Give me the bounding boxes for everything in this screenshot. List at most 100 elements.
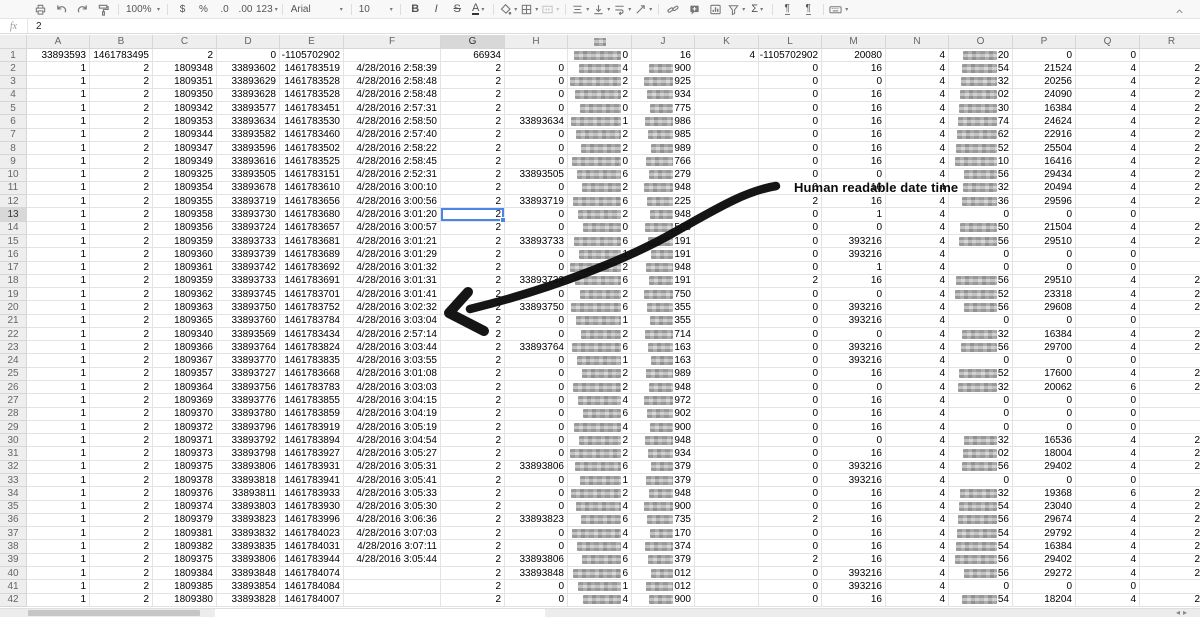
cell-P40[interactable]: 29272: [1013, 566, 1076, 581]
cell-R12[interactable]: 2: [1140, 195, 1200, 209]
cell-Q25[interactable]: 4: [1076, 367, 1140, 382]
cell-M41[interactable]: 393216: [822, 580, 886, 594]
cell-K18[interactable]: [695, 274, 759, 289]
cell-O4[interactable]: 02: [949, 88, 1013, 103]
scroll-right-icon[interactable]: ▸: [1182, 608, 1190, 617]
cell-K23[interactable]: [695, 341, 759, 355]
cell-K5[interactable]: [695, 102, 759, 116]
cell-O15[interactable]: 56: [949, 234, 1013, 249]
cell-B9[interactable]: 2: [90, 155, 153, 169]
cell-H31[interactable]: 0: [505, 447, 568, 461]
cell-J40[interactable]: 012: [632, 566, 695, 581]
cell-R10[interactable]: 2: [1140, 168, 1200, 182]
cell-I37[interactable]: 4: [568, 527, 632, 541]
cell-O29[interactable]: 0: [949, 420, 1013, 435]
cell-G14[interactable]: 2: [441, 221, 505, 235]
cell-C21[interactable]: 1809365: [153, 314, 217, 328]
cell-M14[interactable]: 0: [822, 221, 886, 235]
cell-O9[interactable]: 10: [949, 155, 1013, 169]
cell-N26[interactable]: 4: [886, 381, 949, 395]
cell-P34[interactable]: 19368: [1013, 487, 1076, 501]
cell-H10[interactable]: 33893505: [505, 168, 568, 182]
cell-R40[interactable]: 2: [1140, 566, 1200, 581]
cell-H34[interactable]: 0: [505, 487, 568, 501]
cell-Q2[interactable]: 4: [1076, 62, 1140, 76]
cell-C20[interactable]: 1809363: [153, 301, 217, 315]
cell-I30[interactable]: 2: [568, 434, 632, 448]
cell-K20[interactable]: [695, 301, 759, 315]
cell-E10[interactable]: 1461783151: [280, 168, 344, 182]
cell-M7[interactable]: 16: [822, 128, 886, 142]
cell-K26[interactable]: [695, 381, 759, 395]
cell-H19[interactable]: 0: [505, 288, 568, 302]
cell-N7[interactable]: 4: [886, 128, 949, 142]
cell-Q41[interactable]: 0: [1076, 580, 1140, 594]
cell-J7[interactable]: 985: [632, 128, 695, 142]
cell-E27[interactable]: 1461783855: [280, 394, 344, 408]
cell-A21[interactable]: 1: [27, 314, 90, 328]
cell-E13[interactable]: 1461783680: [280, 208, 344, 222]
cell-Q29[interactable]: 0: [1076, 420, 1140, 435]
cell-E24[interactable]: 1461783835: [280, 354, 344, 368]
cell-G1[interactable]: 66934: [441, 49, 505, 63]
cell-K16[interactable]: [695, 248, 759, 262]
cell-Q16[interactable]: 0: [1076, 248, 1140, 262]
cell-L42[interactable]: 0: [759, 593, 822, 607]
cell-R20[interactable]: 2: [1140, 301, 1200, 315]
cell-K42[interactable]: [695, 593, 759, 607]
cell-F1[interactable]: [344, 49, 441, 63]
cell-B16[interactable]: 2: [90, 248, 153, 262]
cell-R11[interactable]: 2: [1140, 181, 1200, 196]
cell-D21[interactable]: 33893760: [217, 314, 280, 328]
cell-N23[interactable]: 4: [886, 341, 949, 355]
cell-R23[interactable]: 2: [1140, 341, 1200, 355]
cell-M36[interactable]: 16: [822, 513, 886, 528]
column-header-P[interactable]: P: [1013, 35, 1076, 49]
italic-button[interactable]: I: [426, 1, 447, 17]
cell-J42[interactable]: 900: [632, 593, 695, 607]
cell-D14[interactable]: 33893724: [217, 221, 280, 235]
cell-Q40[interactable]: 4: [1076, 566, 1140, 581]
select-all-corner[interactable]: [0, 35, 27, 49]
cell-N16[interactable]: 4: [886, 248, 949, 262]
cell-Q20[interactable]: 4: [1076, 301, 1140, 315]
cell-I34[interactable]: 2: [568, 487, 632, 501]
cell-H39[interactable]: 33893806: [505, 553, 568, 567]
cell-R19[interactable]: 2: [1140, 288, 1200, 302]
cell-K37[interactable]: [695, 527, 759, 541]
cell-F20[interactable]: 4/28/2016 3:02:32: [344, 301, 441, 315]
cell-A18[interactable]: 1: [27, 274, 90, 289]
cell-R39[interactable]: 2: [1140, 553, 1200, 567]
cell-B42[interactable]: 2: [90, 593, 153, 607]
cell-P24[interactable]: 0: [1013, 354, 1076, 368]
cell-H35[interactable]: 0: [505, 500, 568, 514]
cell-C10[interactable]: 1809325: [153, 168, 217, 182]
cell-J36[interactable]: 735: [632, 513, 695, 528]
cell-C17[interactable]: 1809361: [153, 261, 217, 275]
row-header-1[interactable]: 1: [0, 49, 27, 63]
cell-P27[interactable]: 0: [1013, 394, 1076, 408]
cell-A22[interactable]: 1: [27, 327, 90, 342]
cell-C15[interactable]: 1809359: [153, 234, 217, 249]
cell-A6[interactable]: 1: [27, 115, 90, 129]
cell-C14[interactable]: 1809356: [153, 221, 217, 235]
cell-P3[interactable]: 20256: [1013, 75, 1076, 89]
cell-I28[interactable]: 6: [568, 407, 632, 421]
cell-P19[interactable]: 23318: [1013, 288, 1076, 302]
cell-F36[interactable]: 4/28/2016 3:06:36: [344, 513, 441, 528]
cell-K31[interactable]: [695, 447, 759, 461]
cell-G32[interactable]: 2: [441, 460, 505, 474]
cell-O24[interactable]: 0: [949, 354, 1013, 368]
cell-R42[interactable]: 2: [1140, 593, 1200, 607]
cell-F11[interactable]: 4/28/2016 3:00:10: [344, 181, 441, 196]
cell-A12[interactable]: 1: [27, 195, 90, 209]
cell-B17[interactable]: 2: [90, 261, 153, 275]
cell-Q10[interactable]: 4: [1076, 168, 1140, 182]
cell-P13[interactable]: 0: [1013, 208, 1076, 222]
cell-F23[interactable]: 4/28/2016 3:03:44: [344, 341, 441, 355]
cell-B22[interactable]: 2: [90, 327, 153, 342]
cell-R6[interactable]: 2: [1140, 115, 1200, 129]
cell-H4[interactable]: 0: [505, 88, 568, 103]
cell-E41[interactable]: 1461784084: [280, 580, 344, 594]
cell-D31[interactable]: 33893798: [217, 447, 280, 461]
